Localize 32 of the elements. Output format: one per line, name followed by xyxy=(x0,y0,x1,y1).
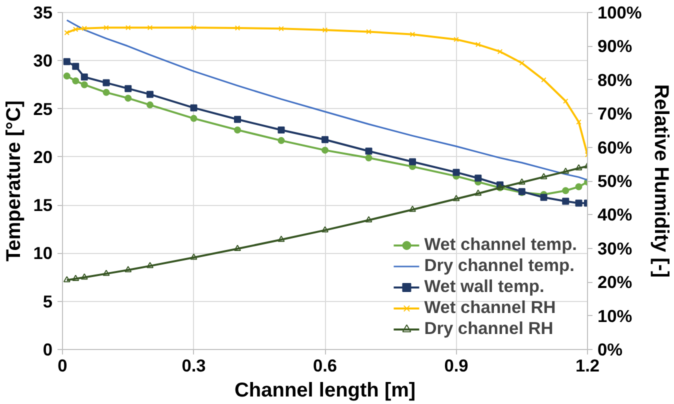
y-tick-label: 15 xyxy=(33,195,53,216)
y2-tick-label: 0% xyxy=(598,340,623,360)
y2-tick-label: 40% xyxy=(598,204,632,225)
legend-label: Wet channel temp. xyxy=(424,234,577,255)
y-tick-label: 35 xyxy=(33,2,53,22)
x-tick-label: 0.9 xyxy=(444,356,468,376)
y2-tick-label: 10% xyxy=(598,306,632,326)
x-axis-title: Channel length [m] xyxy=(234,380,416,402)
legend-label: Wet channel RH xyxy=(424,297,556,318)
y-tick-label: 20 xyxy=(33,146,53,167)
y2-tick-label: 70% xyxy=(598,104,632,124)
y2-tick-label: 20% xyxy=(598,272,632,292)
y-tick-label: 30 xyxy=(33,50,53,71)
y-tick-label: 5 xyxy=(42,291,53,312)
y2-axis-title: Relative Humidity [-] xyxy=(650,84,672,278)
legend-label: Dry channel RH xyxy=(424,318,554,339)
x-tick-label: 0 xyxy=(58,356,68,376)
legend-label: Wet wall temp. xyxy=(424,276,544,297)
y2-tick-label: 60% xyxy=(598,137,632,158)
y2-tick-label: 80% xyxy=(598,70,632,90)
y-tick-label: 0 xyxy=(42,340,53,360)
x-tick-label: 0.3 xyxy=(182,356,206,376)
y-tick-label: 25 xyxy=(33,98,53,119)
x-tick-label: 1.2 xyxy=(575,356,600,376)
y2-tick-label: 90% xyxy=(598,36,632,56)
legend-label: Dry channel temp. xyxy=(424,255,574,276)
y-axis-title: Temperature [°C] xyxy=(3,100,26,262)
y-tick-label: 10 xyxy=(33,243,53,264)
y2-tick-label: 30% xyxy=(598,238,632,258)
y2-tick-label: 50% xyxy=(598,171,632,191)
x-tick-label: 0.6 xyxy=(312,356,338,376)
y2-tick-label: 100% xyxy=(598,2,642,22)
